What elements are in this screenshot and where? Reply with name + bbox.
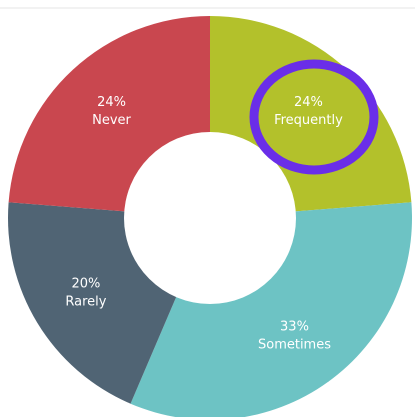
labels: 24% Frequently 33% Sometimes 20% Rarely 24% Nev…	[65, 95, 343, 352]
category-label: Rarely	[65, 295, 106, 310]
value-label: 24%	[294, 95, 323, 110]
donut-hole	[124, 132, 296, 304]
highlight-circle	[249, 59, 379, 175]
value-label: 33%	[280, 319, 309, 334]
category-label: Never	[92, 113, 131, 128]
category-label: Sometimes	[258, 337, 331, 352]
category-label: Frequently	[274, 113, 343, 128]
value-label: 24%	[97, 95, 126, 110]
value-label: 20%	[72, 277, 101, 292]
